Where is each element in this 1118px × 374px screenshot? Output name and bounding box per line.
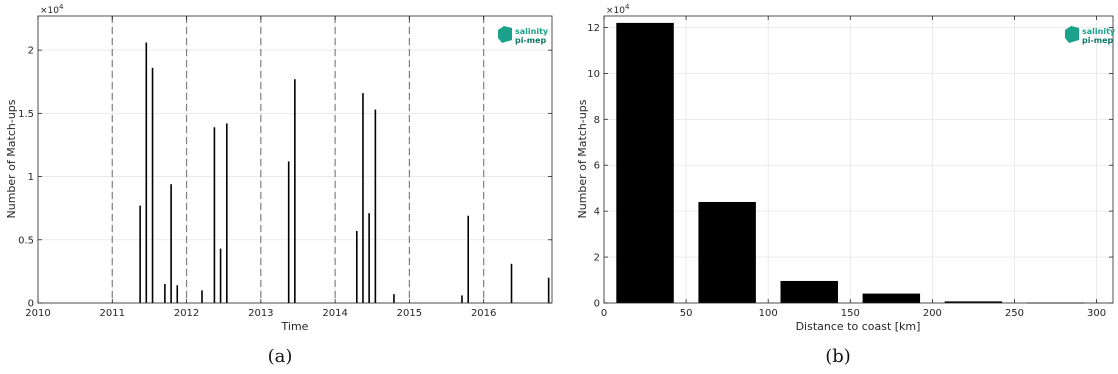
x-tick-label: 2016 xyxy=(471,308,496,319)
bar xyxy=(362,93,364,303)
bar xyxy=(467,215,470,303)
x-tick-label: 100 xyxy=(759,308,778,319)
x-tick-label: 2015 xyxy=(397,308,422,319)
logo-line2-a: pi-mep xyxy=(515,36,547,45)
year-separators xyxy=(111,16,485,303)
bar xyxy=(287,161,290,303)
logo-mark-icon xyxy=(498,26,512,43)
bar xyxy=(461,295,463,303)
x-axis-label-a: Time xyxy=(281,320,309,333)
y-exponent-power-a: 4 xyxy=(59,3,64,11)
bar xyxy=(219,248,222,303)
y-tick-label: 6 xyxy=(594,161,600,172)
bar xyxy=(201,290,203,303)
y-exponent-power-b: 4 xyxy=(625,3,630,11)
logo-b: salinity pi-mep xyxy=(1065,26,1116,45)
x-tick-label: 2013 xyxy=(248,308,273,319)
caption-a: (a) xyxy=(268,346,293,367)
bar xyxy=(164,284,166,303)
y-tick-label: 1.5 xyxy=(18,109,34,120)
bar xyxy=(145,42,148,303)
bar xyxy=(780,280,838,303)
y-axis-label-b: Number of Match-ups xyxy=(576,99,589,218)
bar xyxy=(616,22,674,303)
bars-a xyxy=(139,42,550,304)
y-ticks-a: 0 0.5 1 1.5 2 xyxy=(18,46,552,310)
y-exponent-a: ×104 xyxy=(40,3,64,16)
x-tick-label: 2012 xyxy=(174,308,199,319)
plot-frame-a xyxy=(37,15,553,304)
plot-frame-b xyxy=(603,15,1114,304)
bar xyxy=(356,230,358,303)
bar xyxy=(393,294,395,303)
bar xyxy=(862,293,921,303)
bar xyxy=(294,79,296,304)
bar xyxy=(374,109,377,303)
bar xyxy=(170,184,172,303)
logo-mark-icon xyxy=(1065,26,1079,43)
y-tick-label: 0 xyxy=(594,299,600,310)
x-axis-label-b: Distance to coast [km] xyxy=(796,320,921,333)
bar xyxy=(213,127,216,303)
plot-background-b xyxy=(604,16,1113,303)
bar xyxy=(151,67,154,303)
y-tick-label: 8 xyxy=(594,115,600,126)
bar xyxy=(139,205,141,303)
y-tick-label: 1 xyxy=(28,172,34,183)
y-tick-label: 2 xyxy=(594,253,600,264)
bar xyxy=(944,301,1003,303)
y-tick-label: 0 xyxy=(28,299,34,310)
x-tick-label: 300 xyxy=(1087,308,1106,319)
x-tick-label: 200 xyxy=(923,308,942,319)
bar xyxy=(368,213,370,303)
x-ticks-b: 0 50 100 150 200 250 300 xyxy=(601,16,1106,319)
x-tick-label: 150 xyxy=(841,308,860,319)
y-tick-label: 2 xyxy=(28,46,34,57)
y-exponent-b: ×104 xyxy=(606,3,630,16)
y-exponent-base-b: ×10 xyxy=(606,6,625,16)
x-tick-label: 2014 xyxy=(322,308,347,319)
logo-a: salinity pi-mep xyxy=(498,26,549,45)
bar xyxy=(698,201,756,303)
bar xyxy=(510,263,513,303)
y-tick-label: 12 xyxy=(587,23,600,34)
caption-b: (b) xyxy=(825,346,851,367)
bar xyxy=(547,277,550,303)
x-tick-label: 2010 xyxy=(25,308,50,319)
y-ticks-b: 0 2 4 6 8 10 12 xyxy=(587,23,1113,310)
y-tick-label: 10 xyxy=(587,69,600,80)
y-exponent-base-a: ×10 xyxy=(40,6,59,16)
logo-line1-a: salinity xyxy=(515,27,549,36)
y-axis-label-a: Number of Match-ups xyxy=(5,99,18,218)
bars-b xyxy=(616,22,1085,304)
x-ticks-a: 2010 2011 2012 2013 2014 2015 2016 xyxy=(25,16,496,319)
y-tick-label: 0.5 xyxy=(18,235,34,246)
x-tick-label: 0 xyxy=(601,308,607,319)
bar xyxy=(226,123,228,304)
x-tick-label: 2011 xyxy=(100,308,125,319)
x-tick-label: 50 xyxy=(680,308,693,319)
logo-line1-b: salinity xyxy=(1082,27,1116,36)
logo-line2-b: pi-mep xyxy=(1082,36,1114,45)
bar xyxy=(176,285,179,303)
x-tick-label: 250 xyxy=(1005,308,1024,319)
chart-panel-a: 2010 2011 2012 2013 2014 2015 2016 0 0.5 1 1.5 2 ×… xyxy=(5,3,553,367)
y-tick-label: 4 xyxy=(594,207,600,218)
